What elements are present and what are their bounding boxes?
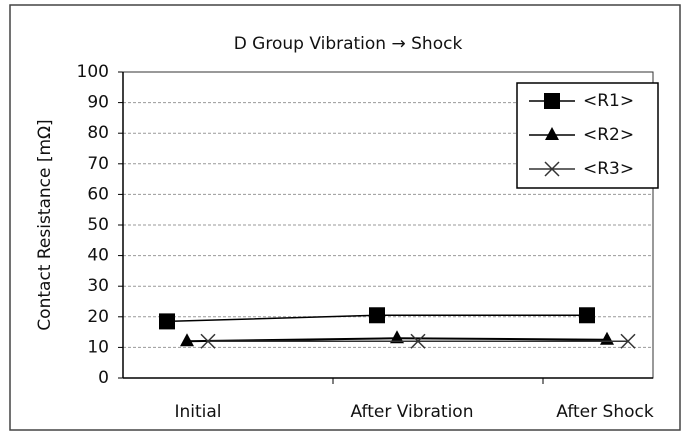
y-tick-label: 10 (87, 337, 109, 357)
marker (390, 330, 404, 344)
marker (620, 333, 636, 349)
y-tick-label: 40 (87, 246, 109, 266)
y-axis-label: Contact Resistance [mΩ] (35, 119, 55, 330)
x-tick-label: After Vibration (351, 402, 474, 422)
y-tick-label: 50 (87, 215, 109, 235)
marker (579, 307, 595, 324)
legend-label: <R3> (583, 159, 634, 179)
y-tick-label: 100 (77, 62, 109, 82)
marker (410, 333, 426, 349)
y-tick-label: 70 (87, 154, 109, 174)
marker (545, 127, 559, 140)
x-tick-label: After Shock (556, 402, 654, 422)
legend-label: <R2> (583, 125, 634, 145)
y-tick-label: 0 (98, 368, 109, 388)
marker (544, 93, 560, 109)
y-tick-label: 60 (87, 184, 109, 204)
chart-title: D Group Vibration → Shock (234, 34, 463, 54)
marker (369, 307, 385, 324)
y-tick-label: 80 (87, 123, 109, 143)
x-tick-label: Initial (174, 402, 221, 422)
marker (180, 333, 194, 347)
marker (544, 161, 560, 177)
marker (200, 333, 216, 349)
legend-label: <R1> (583, 91, 634, 111)
chart-frame (9, 4, 681, 431)
y-tick-label: 30 (87, 276, 109, 296)
marker (159, 313, 175, 330)
y-tick-label: 90 (87, 93, 109, 113)
y-tick-label: 20 (87, 307, 109, 327)
